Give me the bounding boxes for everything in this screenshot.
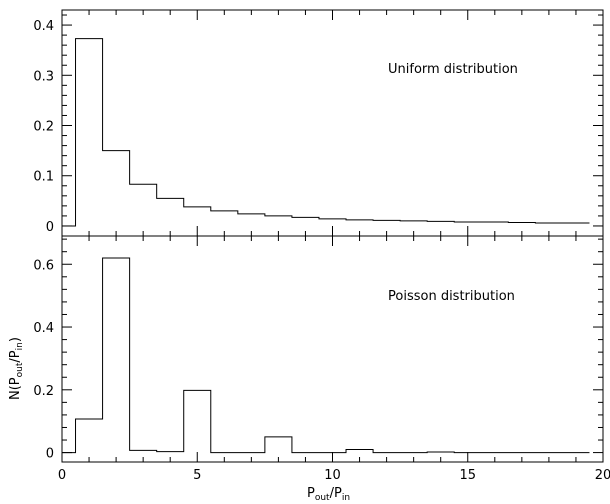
x-axis-title: Pout/Pin xyxy=(307,486,350,503)
poisson-bin xyxy=(184,390,211,452)
y-tick-label: 0.1 xyxy=(33,170,54,185)
uniform-bin xyxy=(265,216,292,226)
uniform-bin xyxy=(427,221,454,226)
uniform-bin xyxy=(292,217,319,226)
y-tick-label: 0.4 xyxy=(33,321,54,336)
uniform-panel: 0 0.1 0.2 0.3 0.4 xyxy=(33,9,604,237)
uniform-bin xyxy=(454,222,481,226)
y-axis-title: N(Pout/Pin) xyxy=(8,337,25,400)
y-tick-label: 0.6 xyxy=(33,258,54,273)
uniform-frame xyxy=(61,9,604,237)
uniform-bin xyxy=(508,222,535,226)
y-tick-label: 0.2 xyxy=(33,384,54,399)
uniform-bin xyxy=(238,214,265,226)
uniform-bin xyxy=(184,207,211,226)
uniform-bin xyxy=(103,151,130,226)
uniform-bin xyxy=(481,222,508,226)
uniform-bin xyxy=(211,211,238,226)
poisson-bin xyxy=(265,437,292,453)
y-tick-label: 0 xyxy=(46,447,54,462)
uniform-bin xyxy=(319,219,346,226)
x-tick-label: 15 xyxy=(459,468,476,483)
x-tick-label: 20 xyxy=(595,468,610,483)
uniform-distribution-label: Uniform distribution xyxy=(388,62,518,77)
poisson-bin xyxy=(76,419,103,453)
x-tick-label: 0 xyxy=(58,468,66,483)
uniform-bin xyxy=(157,198,184,226)
x-tick-label: 5 xyxy=(193,468,201,483)
uniform-histogram-line xyxy=(62,38,590,227)
uniform-bin xyxy=(346,220,373,226)
poisson-panel: 0 0.2 0.4 0.6 0 5 10 15 20 xyxy=(33,235,610,483)
y-tick-label: 0.4 xyxy=(33,19,54,34)
y-tick-label: 0.3 xyxy=(33,69,54,84)
uniform-bin xyxy=(76,39,103,226)
x-tick-label: 10 xyxy=(324,468,341,483)
poisson-distribution-label: Poisson distribution xyxy=(388,289,515,304)
poisson-histogram-line xyxy=(62,257,590,454)
uniform-bin xyxy=(373,220,400,226)
y-tick-label: 0.2 xyxy=(33,120,54,135)
uniform-bin xyxy=(400,221,427,226)
uniform-bin xyxy=(130,184,157,226)
y-tick-label: 0 xyxy=(46,220,54,235)
poisson-frame xyxy=(61,235,604,463)
poisson-bin xyxy=(103,258,130,453)
